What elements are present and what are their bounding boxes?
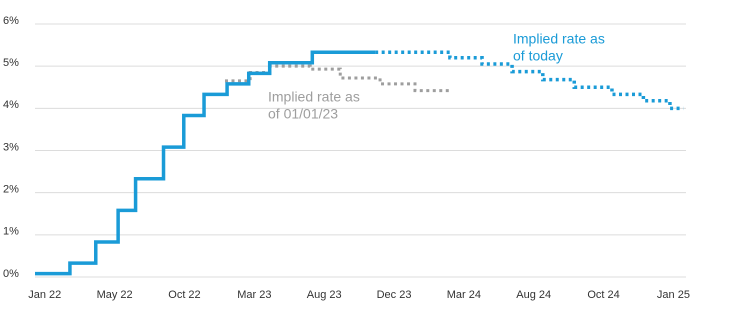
y-tick-label: 4% xyxy=(3,99,19,111)
y-tick-label: 6% xyxy=(3,15,19,27)
line-series xyxy=(35,50,376,276)
annotation: of today xyxy=(513,48,563,64)
annotation: of 01/01/23 xyxy=(268,106,338,122)
x-tick-label: Mar 23 xyxy=(237,289,271,301)
y-tick-label: 1% xyxy=(3,226,19,238)
x-tick-label: Aug 23 xyxy=(307,289,342,301)
x-tick-label: Jan 25 xyxy=(657,289,690,301)
x-tick-label: Oct 24 xyxy=(587,289,619,301)
y-tick-label: 0% xyxy=(3,268,19,280)
annotation: Implied rate as xyxy=(513,31,605,47)
line-series xyxy=(375,50,684,111)
y-tick-label: 3% xyxy=(3,141,19,153)
x-tick-label: Mar 24 xyxy=(447,289,481,301)
x-tick-label: Aug 24 xyxy=(516,289,551,301)
x-tick-label: Dec 23 xyxy=(377,289,412,301)
y-tick-label: 5% xyxy=(3,57,19,69)
x-tick-label: May 22 xyxy=(97,289,133,301)
y-tick-label: 2% xyxy=(3,184,19,196)
x-tick-label: Oct 22 xyxy=(168,289,200,301)
annotation: Implied rate as xyxy=(268,89,360,105)
x-tick-label: Jan 22 xyxy=(28,289,61,301)
line-series xyxy=(224,64,453,93)
